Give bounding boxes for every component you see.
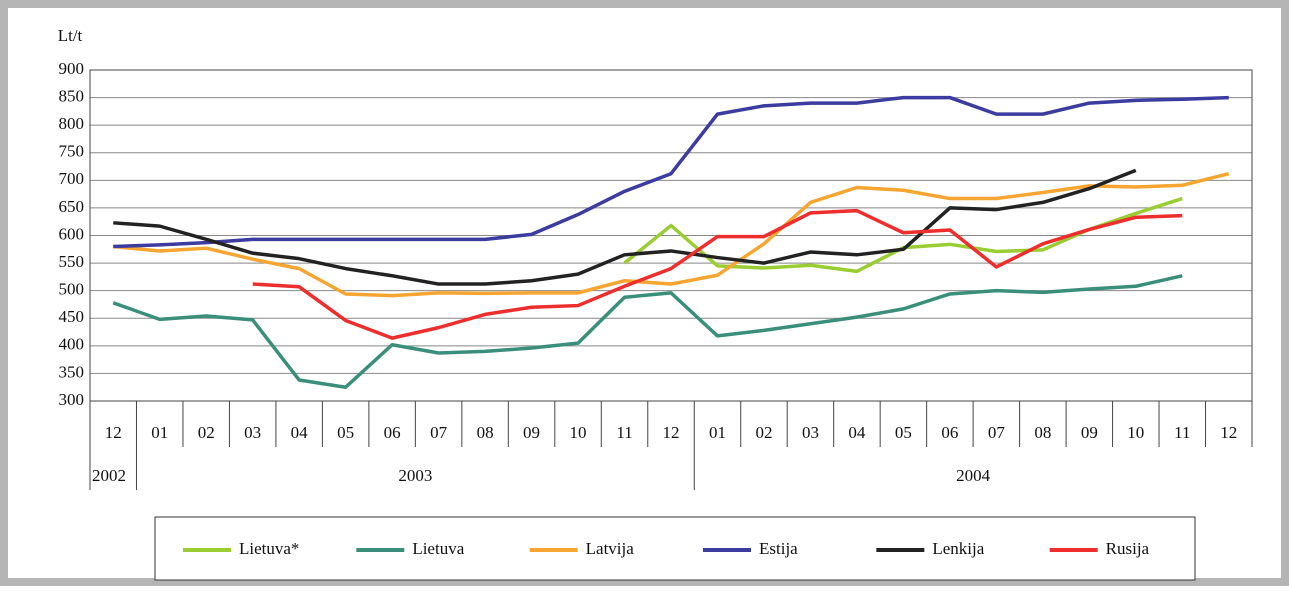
y-tick-label: 800	[59, 114, 85, 133]
x-tick-label: 03	[244, 423, 261, 442]
x-tick-label: 04	[848, 423, 866, 442]
legend-label: Latvija	[586, 539, 635, 558]
x-tick-label: 10	[570, 423, 587, 442]
legend-label: Lietuva	[412, 539, 464, 558]
x-tick-label: 11	[1174, 423, 1190, 442]
x-tick-label: 07	[430, 423, 448, 442]
x-tick-label: 01	[709, 423, 726, 442]
series-line	[252, 208, 1183, 340]
series-line	[113, 95, 1229, 249]
x-tick-label: 12	[105, 423, 122, 442]
x-tick-label: 06	[384, 423, 401, 442]
y-tick-label: 700	[59, 169, 85, 188]
legend-label: Lietuva*	[239, 539, 299, 558]
x-tick-label: 11	[616, 423, 632, 442]
y-tick-label: 900	[59, 59, 85, 78]
x-tick-label: 06	[941, 423, 958, 442]
x-tick-label: 05	[895, 423, 912, 442]
x-tick-label: 09	[523, 423, 540, 442]
y-tick-label: 850	[59, 86, 85, 105]
y-tick-label: 600	[59, 224, 85, 243]
x-tick-label: 07	[988, 423, 1006, 442]
year-label: 2002	[92, 466, 126, 485]
y-tick-label: 750	[59, 142, 85, 161]
legend-label: Estija	[759, 539, 798, 558]
series-line	[113, 168, 1137, 286]
series-line	[112, 274, 1183, 389]
x-tick-label: 10	[1127, 423, 1144, 442]
year-label: 2003	[398, 466, 432, 485]
plot-border	[89, 69, 1253, 402]
x-tick-label: 03	[802, 423, 819, 442]
x-tick-label: 02	[755, 423, 772, 442]
legend-label: Lenkija	[932, 539, 984, 558]
x-tick-label: 12	[1220, 423, 1237, 442]
y-tick-label: 300	[59, 390, 85, 409]
x-tick-label: 08	[477, 423, 494, 442]
legend-box	[154, 516, 1196, 581]
y-tick-label: 550	[59, 252, 85, 271]
y-tick-label: 450	[59, 307, 85, 326]
y-tick-label: 500	[59, 280, 85, 299]
x-tick-label: 01	[151, 423, 168, 442]
legend-label: Rusija	[1106, 539, 1150, 558]
y-tick-label: 350	[59, 362, 85, 381]
year-label: 2004	[956, 466, 991, 485]
y-tick-label: 400	[59, 335, 85, 354]
series-line	[113, 172, 1230, 298]
y-tick-label: 650	[59, 197, 85, 216]
x-tick-label: 08	[1034, 423, 1051, 442]
x-tick-label: 12	[663, 423, 680, 442]
x-tick-label: 05	[337, 423, 354, 442]
x-tick-label: 02	[198, 423, 215, 442]
x-tick-label: 09	[1081, 423, 1098, 442]
y-axis-label: Lt/t	[58, 26, 83, 45]
x-tick-label: 04	[291, 423, 309, 442]
